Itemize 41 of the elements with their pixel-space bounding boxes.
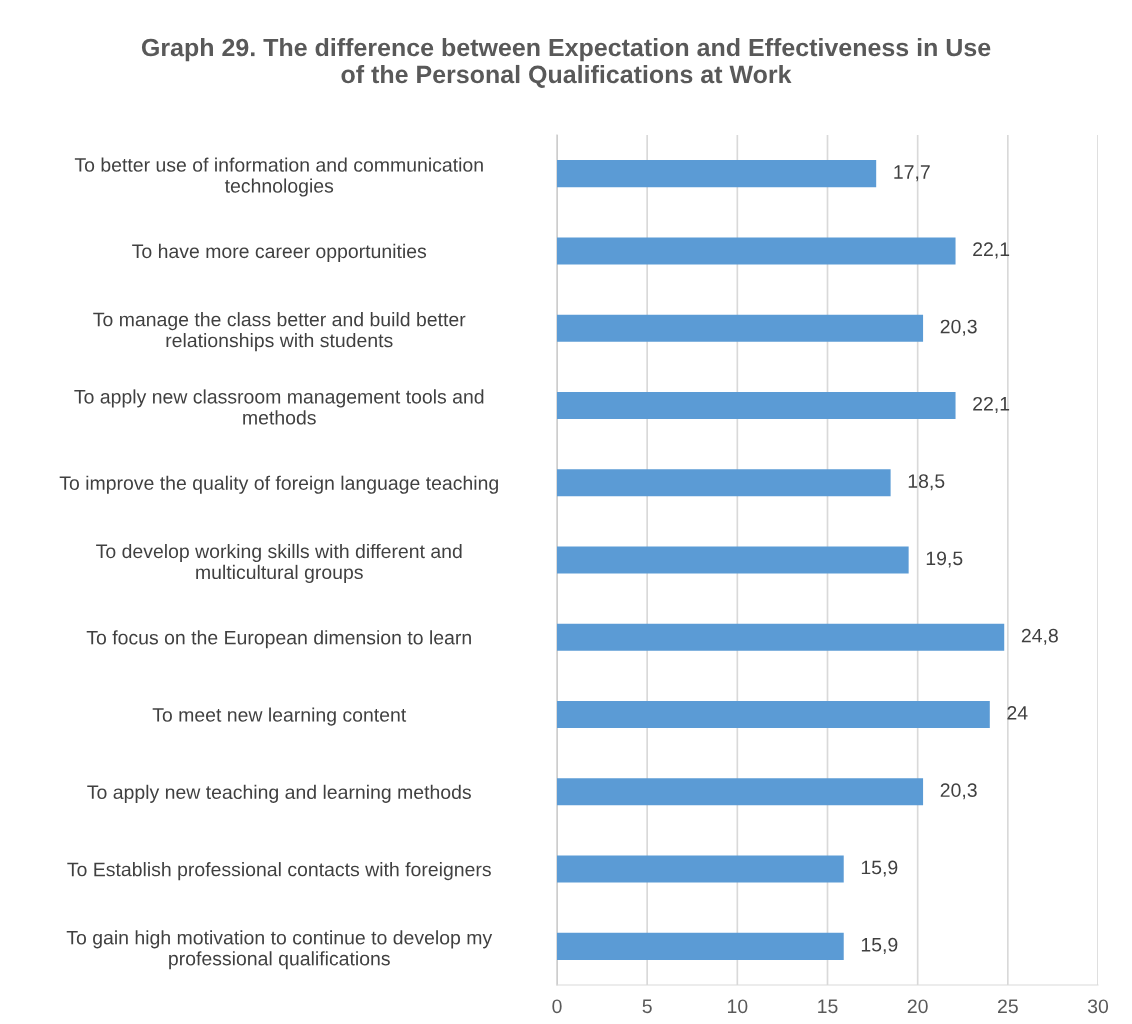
data-label: 17,7 <box>894 165 930 182</box>
y-tick-label: To apply new classroom management tools and methods <box>74 389 484 425</box>
y-tick-label: To Establish professional contacts with foreigners <box>67 862 491 881</box>
x-tick-label: 15 <box>818 999 838 1014</box>
bar <box>557 932 844 960</box>
bar <box>557 778 924 806</box>
data-label: 15,9 <box>861 860 898 877</box>
y-tick-label: To better use of information and communication technologies <box>74 157 483 197</box>
bar <box>557 701 990 729</box>
bar <box>557 391 956 419</box>
y-tick-label: To improve the quality of foreign language teaching <box>59 475 498 494</box>
y-tick-label: To apply new teaching and learning methods <box>87 784 471 803</box>
bar <box>557 623 1005 651</box>
data-label: 18,5 <box>908 474 945 491</box>
y-tick-label: To focus on the European dimension to learn <box>86 630 471 649</box>
bar <box>557 469 891 497</box>
bar <box>557 314 924 342</box>
x-tick-label: 0 <box>552 999 562 1014</box>
data-label: 22,1 <box>973 242 1010 259</box>
x-tick-label: 20 <box>907 999 928 1014</box>
y-tick-label: To gain high motivation to continue to develop my professional qualifications <box>66 930 493 970</box>
y-tick-label: To meet new learning content <box>152 707 407 726</box>
data-label: 20,3 <box>940 783 977 800</box>
y-tick-label: To have more career opportunities <box>132 243 427 262</box>
data-label: 20,3 <box>940 319 977 336</box>
data-label: 15,9 <box>861 937 898 954</box>
y-tick-label: To develop working skills with different and multicultural groups <box>96 543 462 583</box>
x-tick-label: 30 <box>1087 999 1109 1014</box>
bar <box>557 160 877 188</box>
bar <box>557 237 956 265</box>
x-tick-label: 10 <box>728 999 748 1014</box>
data-label: 24,8 <box>1021 628 1058 645</box>
data-label: 24 <box>1007 706 1028 720</box>
x-tick-label: 5 <box>642 999 652 1014</box>
data-label: 19,5 <box>926 551 963 568</box>
y-tick-label: To manage the class better and build better relationships with students <box>93 312 466 352</box>
data-label: 22,1 <box>973 396 1010 413</box>
x-tick-label: 25 <box>998 999 1018 1014</box>
bar <box>557 546 909 574</box>
bar <box>557 855 844 883</box>
chart-title: Graph 29. The difference between Expectation and Effectiveness in Use of the Personal Qualifications at Work <box>141 38 991 88</box>
